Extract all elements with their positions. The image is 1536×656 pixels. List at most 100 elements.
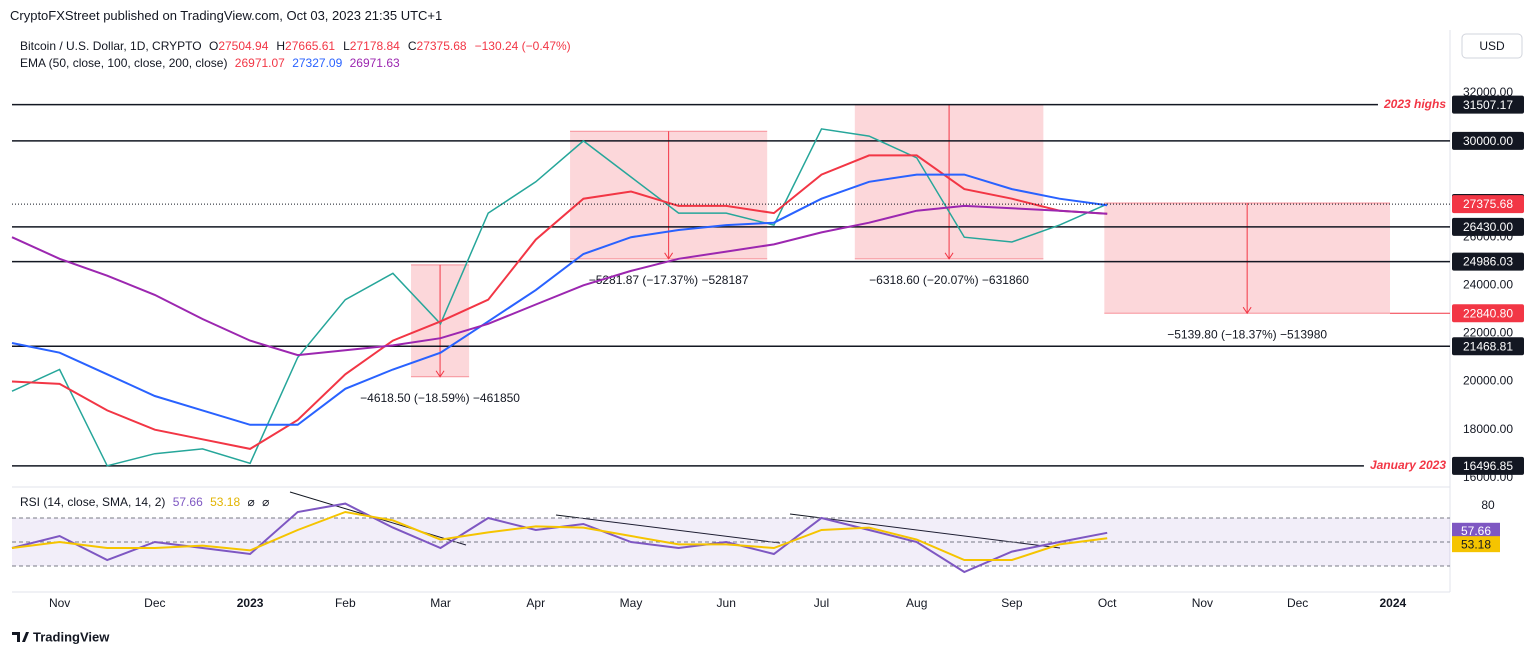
currency-label: USD bbox=[1479, 39, 1505, 53]
x-tick-label: Nov bbox=[1192, 596, 1213, 610]
rsi-sma-value: 53.18 bbox=[210, 495, 241, 509]
x-tick-label: 2023 bbox=[237, 596, 264, 610]
level-label-bg bbox=[1452, 456, 1524, 475]
rsi-value-bg bbox=[1452, 522, 1500, 539]
level-label: 30000.00 bbox=[1452, 131, 1524, 150]
measure: −5281.87 (−17.37%) −528187 bbox=[570, 130, 768, 287]
rsi-line: RSI (14, close, SMA, 14, 2) 57.66 53.18 … bbox=[20, 495, 273, 509]
rsi-value-text: 53.18 bbox=[1461, 537, 1491, 551]
tradingview-logo bbox=[12, 632, 29, 642]
x-tick-label: Mar bbox=[430, 596, 451, 610]
publisher: CryptoFXStreet published on TradingView.… bbox=[10, 8, 443, 23]
price-line bbox=[11, 173, 1108, 426]
currency-button[interactable] bbox=[1461, 33, 1523, 59]
change: −130.24 (−0.47%) bbox=[474, 39, 571, 53]
ema200-value: 26971.63 bbox=[349, 56, 400, 70]
level-label-bg bbox=[1452, 337, 1524, 356]
current-price-label-text: 27375.68 bbox=[1463, 197, 1513, 211]
na-mark: ⌀ bbox=[247, 495, 255, 509]
ohlc-item: O27504.94 bbox=[209, 39, 272, 53]
ohlc-key: O bbox=[208, 39, 219, 53]
price-label: 22840.80 bbox=[1452, 304, 1524, 323]
price-line bbox=[11, 154, 1108, 450]
x-tick-label: Apr bbox=[526, 596, 545, 610]
level-label: 21468.81 bbox=[1452, 337, 1524, 356]
rsi-label: RSI (14, close, SMA, 14, 2) bbox=[20, 495, 166, 509]
ohlc-item: C27375.68 bbox=[408, 39, 471, 53]
level-label-bg bbox=[1452, 95, 1524, 114]
rsi-value: 57.66 bbox=[172, 495, 203, 509]
ema100-value: 27327.09 bbox=[292, 56, 343, 70]
rsi-line bbox=[11, 510, 1108, 561]
ohlc-key: C bbox=[407, 39, 417, 53]
measure: −5139.80 (−18.37%) −513980 bbox=[1104, 202, 1391, 341]
level-label-bg bbox=[1452, 131, 1524, 150]
rsi-value-text: 57.66 bbox=[1461, 524, 1491, 538]
level-label-bg bbox=[1452, 252, 1524, 271]
price-label-bg bbox=[1452, 304, 1524, 323]
level-label-text: 16496.85 bbox=[1463, 459, 1513, 473]
level-note: 2023 highs bbox=[1383, 97, 1446, 111]
ema-label: EMA (50, close, 100, close, 200, close) bbox=[20, 56, 228, 70]
measure: −6318.60 (−20.07%) −631860 bbox=[854, 104, 1044, 287]
rsi-band bbox=[12, 517, 1450, 566]
current-price-label-bg bbox=[1452, 195, 1524, 214]
ohlc-value: 27665.61 bbox=[285, 39, 336, 53]
y-tick-label: 22000.00 bbox=[1463, 326, 1513, 340]
level-label-text: 24986.03 bbox=[1463, 255, 1513, 269]
y-tick-label: 24000.00 bbox=[1463, 277, 1513, 291]
ohlc-key: L bbox=[343, 39, 350, 53]
x-tick-label: Jul bbox=[814, 596, 829, 610]
level-label-text: 31507.17 bbox=[1463, 98, 1513, 112]
measure-label: −5281.87 (−17.37%) −528187 bbox=[589, 273, 749, 287]
x-tick-label: Dec bbox=[144, 596, 165, 610]
x-tick-label: Aug bbox=[906, 596, 927, 610]
ohlc-value: 27504.94 bbox=[218, 39, 269, 53]
ohlc-key: H bbox=[276, 39, 286, 53]
ohlc-item: H27665.61 bbox=[276, 39, 339, 53]
x-tick-label: 2024 bbox=[1380, 596, 1407, 610]
rsi-tick-label: 80 bbox=[1481, 498, 1495, 512]
x-tick-label: Feb bbox=[335, 596, 356, 610]
y-tick-label: 20000.00 bbox=[1463, 374, 1513, 388]
x-tick-label: May bbox=[620, 596, 643, 610]
logo-icon bbox=[12, 632, 29, 642]
level-label-text: 21468.81 bbox=[1463, 339, 1513, 353]
rsi-value-label: 57.66 bbox=[1452, 522, 1500, 539]
rsi-value-bg bbox=[1452, 536, 1500, 553]
x-tick-label: Sep bbox=[1001, 596, 1023, 610]
measure: −4618.50 (−18.59%) −461850 bbox=[360, 264, 520, 405]
symbol: Bitcoin / U.S. Dollar, 1D, CRYPTO bbox=[20, 39, 202, 53]
current-price-label: 27375.68 bbox=[1452, 195, 1524, 214]
price-label-text: 22840.80 bbox=[1463, 306, 1513, 320]
level-label-bg bbox=[1452, 217, 1524, 236]
price-line bbox=[11, 128, 1108, 467]
symbol-line: Bitcoin / U.S. Dollar, 1D, CRYPTO O27504… bbox=[20, 39, 575, 53]
x-tick-label: Jun bbox=[717, 596, 736, 610]
level-label: 26430.00 bbox=[1452, 217, 1524, 236]
price-line bbox=[11, 204, 1108, 357]
measure-label: −5139.80 (−18.37%) −513980 bbox=[1167, 327, 1327, 341]
ohlc-value: 27375.68 bbox=[416, 39, 467, 53]
level-label: 24986.03 bbox=[1452, 252, 1524, 271]
ohlc-item: L27178.84 bbox=[343, 39, 404, 53]
ema-line: EMA (50, close, 100, close, 200, close) … bbox=[20, 56, 404, 70]
level-label-text: 30000.00 bbox=[1463, 134, 1513, 148]
measure-label: −4618.50 (−18.59%) −461850 bbox=[360, 391, 520, 405]
brand: TradingView bbox=[33, 629, 110, 644]
na-mark: ⌀ bbox=[262, 495, 270, 509]
level-label: 16496.85 bbox=[1452, 456, 1524, 475]
ema50-value: 26971.07 bbox=[234, 56, 285, 70]
level-label: 31507.17 bbox=[1452, 95, 1524, 114]
rsi-value-label: 53.18 bbox=[1452, 536, 1500, 553]
x-tick-label: Nov bbox=[49, 596, 70, 610]
x-tick-label: Dec bbox=[1287, 596, 1308, 610]
ohlc-value: 27178.84 bbox=[349, 39, 400, 53]
y-tick-label: 18000.00 bbox=[1463, 422, 1513, 436]
x-tick-label: Oct bbox=[1098, 596, 1117, 610]
level-note: January 2023 bbox=[1370, 458, 1446, 472]
trendline bbox=[555, 514, 781, 544]
y-tick-label: 32000.00 bbox=[1463, 85, 1513, 99]
